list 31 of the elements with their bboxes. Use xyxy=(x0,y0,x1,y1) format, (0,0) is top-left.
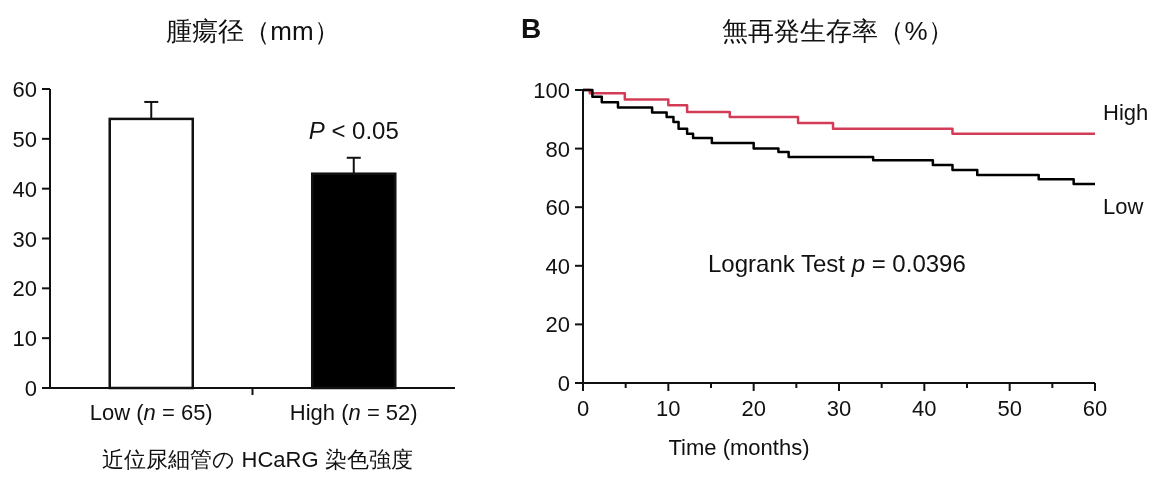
y-tick-label: 30 xyxy=(12,226,37,252)
y-tick-label: 20 xyxy=(12,276,37,302)
x-tick-label: High (n = 52) xyxy=(289,400,418,425)
y-tick-label: 60 xyxy=(545,195,570,221)
series-label: High xyxy=(1103,99,1149,125)
x-tick-label: 50 xyxy=(997,396,1022,421)
y-tick-label: 80 xyxy=(545,136,570,162)
y-tick-label: 60 xyxy=(12,77,37,102)
y-tick-label: 0 xyxy=(557,371,570,396)
x-tick-label: 30 xyxy=(826,396,852,421)
annotation: Logrank Test p = 0.0396 xyxy=(708,250,966,277)
y-tick-label: 100 xyxy=(533,78,570,103)
x-tick-label: 40 xyxy=(912,396,937,421)
y-tick-label: 40 xyxy=(12,176,37,202)
y-tick-label: 50 xyxy=(12,126,37,152)
series-label: Low xyxy=(1103,194,1144,220)
y-tick-label: 10 xyxy=(12,326,37,352)
y-tick-label: 20 xyxy=(545,312,570,338)
y-tick-label: 0 xyxy=(24,376,37,401)
x-tick-label: 20 xyxy=(741,396,766,421)
x-tick-label: 0 xyxy=(576,396,590,421)
x-tick-label: 10 xyxy=(656,396,681,421)
annotation: P < 0.05 xyxy=(308,117,399,144)
y-tick-label: 40 xyxy=(545,253,570,279)
x-tick-label: 60 xyxy=(1082,396,1108,421)
x-tick-label: Low (n = 65) xyxy=(89,400,213,425)
x-axis-title: 近位尿細管の HCaRG 染色強度 xyxy=(102,447,413,472)
chart-title: 腫瘍径（mm） xyxy=(166,16,340,46)
text: B xyxy=(521,13,542,44)
x-axis-title: Time (months) xyxy=(668,435,810,460)
chart-title: 無再発生存率（%） xyxy=(722,16,954,46)
